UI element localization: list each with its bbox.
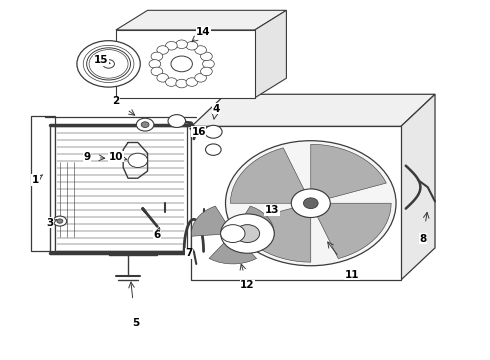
Text: 4: 4 [212,104,220,113]
Circle shape [136,118,154,131]
Polygon shape [401,94,435,280]
Text: 3: 3 [47,218,54,228]
Circle shape [176,79,188,88]
Circle shape [166,41,177,50]
Circle shape [186,41,198,50]
Text: 12: 12 [240,280,255,291]
Circle shape [200,67,212,76]
Circle shape [166,78,177,86]
Circle shape [186,78,198,86]
Circle shape [204,125,222,138]
Circle shape [87,48,130,80]
Polygon shape [255,10,287,98]
Polygon shape [311,144,386,198]
Polygon shape [192,94,435,126]
Text: 5: 5 [132,318,139,328]
Text: 10: 10 [109,152,123,162]
Circle shape [235,225,260,243]
Circle shape [220,214,274,253]
Text: 16: 16 [192,127,206,137]
Text: 11: 11 [345,270,360,280]
Text: 6: 6 [154,230,161,240]
Circle shape [202,60,214,68]
Polygon shape [235,208,311,262]
Circle shape [176,40,188,49]
Circle shape [151,67,163,76]
Text: 13: 13 [265,205,279,215]
Circle shape [141,122,149,127]
Text: 2: 2 [112,96,120,107]
Circle shape [168,114,186,127]
Polygon shape [116,10,287,30]
Circle shape [200,52,212,61]
Circle shape [57,219,63,223]
Circle shape [128,153,147,167]
Polygon shape [192,126,401,280]
Polygon shape [30,116,55,251]
Text: 8: 8 [419,234,426,244]
Circle shape [195,73,206,82]
Text: 7: 7 [185,248,193,258]
Polygon shape [238,206,274,236]
Circle shape [149,60,161,68]
Polygon shape [318,203,391,258]
Circle shape [303,198,318,208]
Circle shape [220,225,245,243]
Circle shape [103,60,115,68]
Polygon shape [55,126,187,251]
Polygon shape [192,206,228,236]
Circle shape [205,144,221,156]
Text: 1: 1 [32,175,39,185]
Circle shape [171,56,193,72]
Circle shape [151,52,163,61]
Circle shape [53,216,67,226]
Circle shape [157,73,169,82]
Text: 15: 15 [94,55,108,65]
Circle shape [291,189,330,217]
Polygon shape [209,241,257,264]
Text: 9: 9 [83,152,90,162]
Text: 14: 14 [196,27,211,37]
Polygon shape [230,148,304,203]
Circle shape [77,41,140,87]
Circle shape [225,141,396,266]
Polygon shape [116,30,255,98]
Circle shape [157,46,169,54]
Circle shape [195,46,206,54]
